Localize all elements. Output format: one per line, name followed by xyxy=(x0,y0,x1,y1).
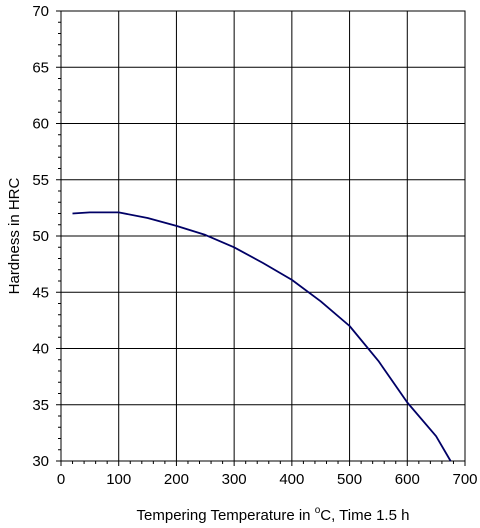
x-tick-label: 600 xyxy=(395,471,420,488)
y-tick-label: 70 xyxy=(32,3,49,20)
x-tick-label: 0 xyxy=(57,471,65,488)
y-axis-tick-labels: 30 35 40 45 50 55 60 65 70 xyxy=(32,3,49,470)
x-tick-label: 700 xyxy=(452,471,477,488)
series-line xyxy=(72,211,452,462)
y-axis-label: Hardness in HRC xyxy=(6,177,23,294)
y-tick-label: 55 xyxy=(32,172,49,189)
y-tick-label: 65 xyxy=(32,59,49,76)
y-tick-label: 35 xyxy=(32,397,49,414)
y-tick-label: 50 xyxy=(32,228,49,245)
series-lines xyxy=(72,211,452,462)
plot-area-frame xyxy=(60,10,466,462)
x-tick-label: 400 xyxy=(279,471,304,488)
x-tick-label: 200 xyxy=(164,471,189,488)
grid-lines xyxy=(56,10,466,466)
y-tick-label: 60 xyxy=(32,116,49,133)
x-axis-tick-labels: 0 100 200 300 400 500 600 700 xyxy=(57,471,478,488)
minor-ticks xyxy=(58,21,454,464)
x-axis-label-rest: C, Time 1.5 h xyxy=(320,507,409,524)
x-axis-label: Tempering Temperature in oC, Time 1.5 h xyxy=(137,505,410,524)
y-tick-label: 30 xyxy=(32,453,49,470)
x-tick-label: 300 xyxy=(222,471,247,488)
y-tick-label: 45 xyxy=(32,284,49,301)
x-tick-label: 100 xyxy=(106,471,131,488)
y-tick-label: 40 xyxy=(32,341,49,358)
x-tick-label: 500 xyxy=(337,471,362,488)
x-axis-label-superscript: o xyxy=(315,505,321,516)
x-axis-label-main: Tempering Temperature in xyxy=(137,507,315,524)
